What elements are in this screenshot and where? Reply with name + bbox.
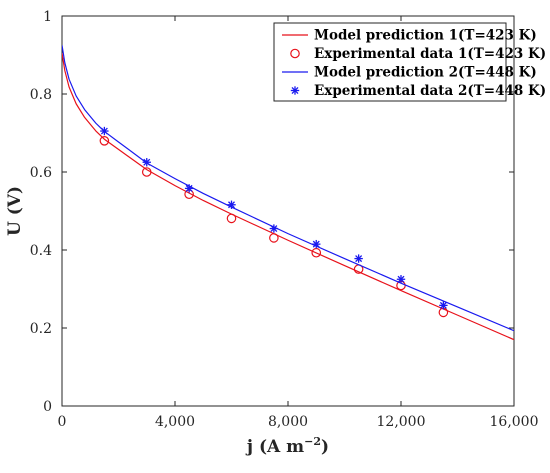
y-tick-label: 0.2 [30,321,52,337]
x-axis-label-main: j (A m [245,437,304,457]
x-tick-label: 16,000 [490,414,539,430]
x-tick-label: 4,000 [155,414,195,430]
y-tick-label: 0 [43,399,52,415]
legend-entry-label: Experimental data 2(T=448 K) [314,83,546,99]
data-point-asterisk [100,126,109,136]
data-point-circle [141,167,152,177]
data-point-asterisk [396,275,406,284]
data-point-asterisk [227,200,236,209]
data-point-asterisk [184,184,194,193]
y-tick-label: 0.6 [30,165,52,181]
x-tick-label: 12,000 [377,414,426,430]
legend: Model prediction 1(T=423 K) Experimental … [273,22,546,102]
series-line-1 [62,52,514,341]
x-tick-label: 0 [58,414,67,430]
data-point-circle [311,247,322,258]
y-tick-label: 1 [43,9,52,25]
legend-entry-label: Experimental data 1(T=423 K) [314,46,546,62]
x-axis-label: j (A m−2) [245,435,329,457]
y-tick-label: 0.8 [30,87,52,103]
data-point-asterisk [439,301,448,310]
x-axis-label-superscript: −2 [304,435,321,448]
legend-asterisk-swatch [290,86,300,95]
data-point-circle [99,136,110,146]
legend-box [273,22,507,102]
x-tick-label: 8,000 [268,414,308,430]
data-point-asterisk [312,239,321,249]
data-point-circle [269,233,279,243]
data-point-asterisk [142,158,151,167]
data-point-asterisk [354,254,363,263]
data-point-circle [226,213,237,224]
legend-circle-swatch [290,48,300,59]
y-tick-label: 0.4 [30,243,52,259]
legend-entry-label: Model prediction 2(T=448 K) [314,65,537,81]
data-point-asterisk [269,224,279,233]
x-axis-label-end: ) [321,437,329,457]
legend-entry-label: Model prediction 1(T=423 K) [314,28,537,44]
y-axis-label: U (V) [5,186,25,236]
